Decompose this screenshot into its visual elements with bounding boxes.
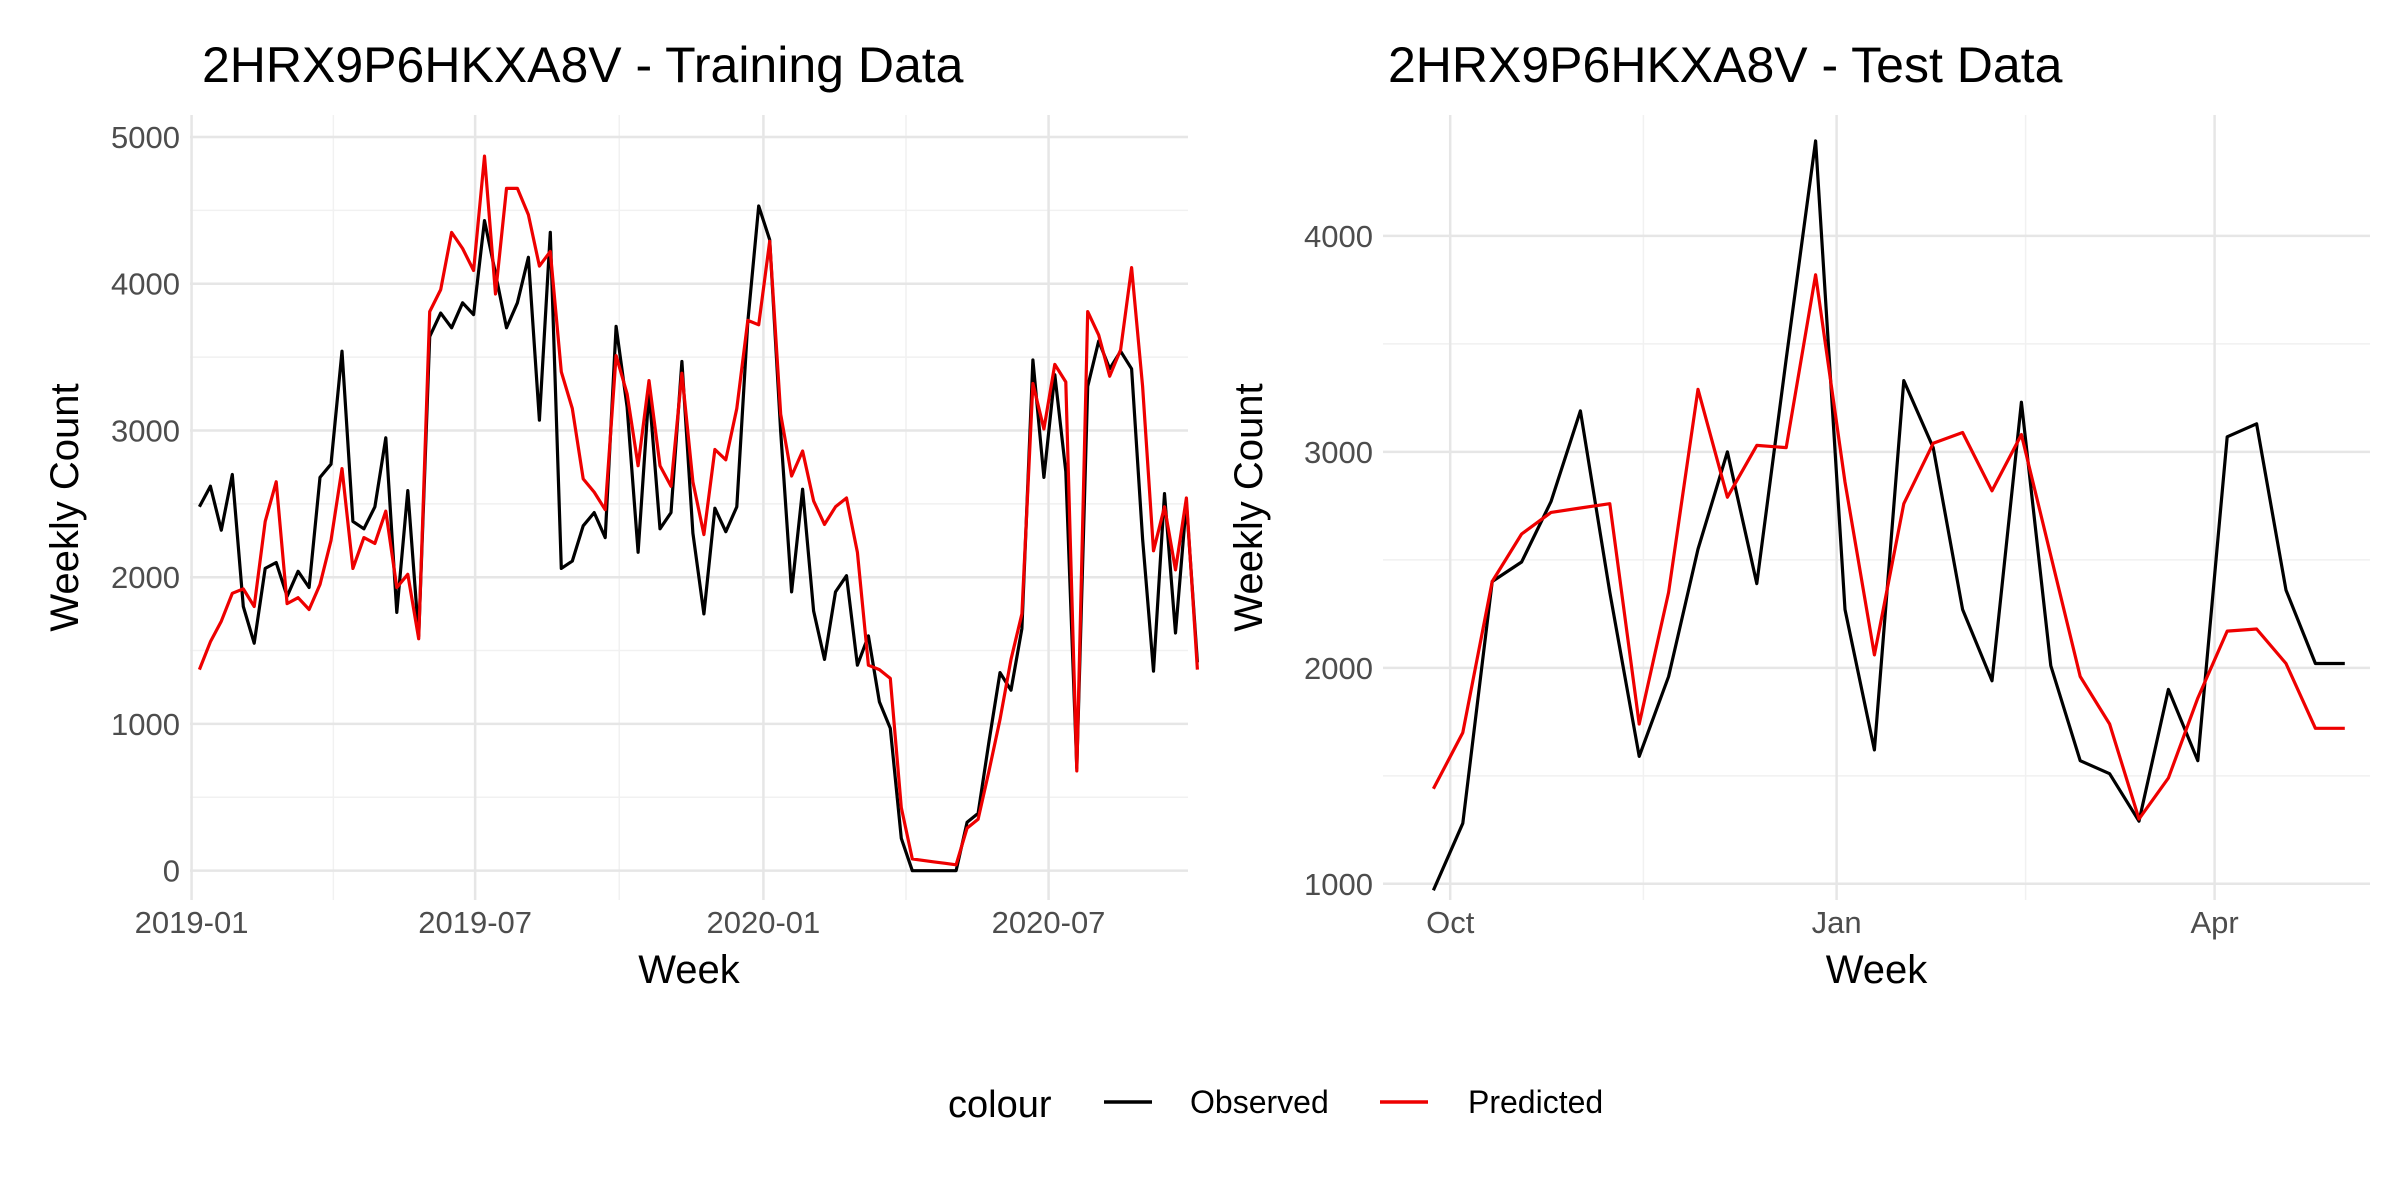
series-line-predicted [1431, 273, 2345, 821]
test-panel: 1000 2000 3000 4000 Oct Jan Apr 2HRX9P6HKXA8V -… [1227, 37, 2370, 992]
y-tick-label: 2000 [111, 560, 180, 595]
series-line-predicted [197, 154, 1199, 867]
x-tick-label: 2020-01 [707, 905, 821, 940]
y-tick-label: 5000 [111, 120, 180, 155]
x-tick-label: Oct [1426, 905, 1475, 940]
x-tick-label: Apr [2190, 905, 2238, 940]
y-tick-label: 1000 [111, 707, 180, 742]
chart-title: 2HRX9P6HKXA8V - Training Data [202, 37, 964, 93]
y-tick-label: 3000 [111, 413, 180, 448]
x-axis-label: Week [1826, 948, 1929, 992]
legend-label-predicted: Predicted [1468, 1084, 1603, 1120]
y-tick-label: 4000 [1304, 219, 1373, 254]
y-axis-label: Weekly Count [43, 383, 87, 631]
y-tick-label: 4000 [111, 267, 180, 302]
y-axis-label: Weekly Count [1227, 383, 1271, 631]
y-tick-label: 3000 [1304, 435, 1373, 470]
x-tick-label: Jan [1812, 905, 1862, 940]
x-tick-label: 2019-01 [135, 905, 249, 940]
training-panel: 0 1000 2000 3000 4000 5000 2019-01 2019-07 2020-… [43, 37, 1199, 992]
legend: colour Observed Predicted [948, 1084, 1603, 1126]
y-tick-label: 1000 [1304, 867, 1373, 902]
y-tick-label: 0 [163, 854, 180, 889]
x-tick-label: 2020-07 [992, 905, 1106, 940]
legend-title: colour [948, 1084, 1052, 1126]
x-tick-label: 2019-07 [418, 905, 532, 940]
chart-title: 2HRX9P6HKXA8V - Test Data [1388, 37, 2063, 93]
y-tick-label: 2000 [1304, 651, 1373, 686]
series-line-observed [1431, 139, 2345, 891]
x-axis-label: Week [638, 948, 741, 992]
legend-label-observed: Observed [1190, 1084, 1329, 1120]
